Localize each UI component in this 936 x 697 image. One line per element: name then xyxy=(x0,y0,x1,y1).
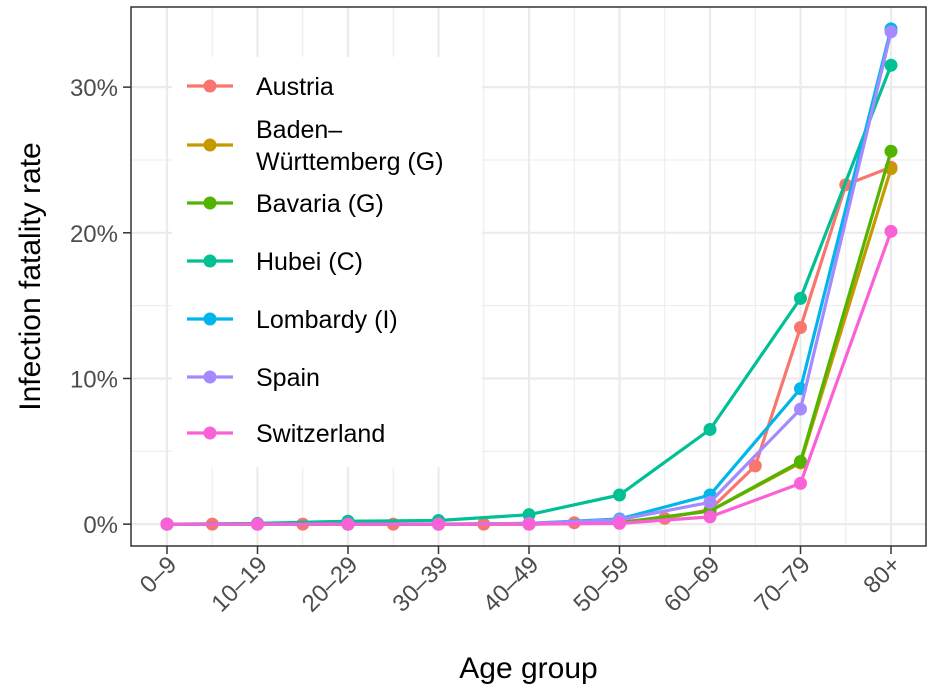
data-point xyxy=(703,495,717,509)
x-axis-title: Age group xyxy=(459,652,597,685)
legend-item: Spain xyxy=(187,364,320,392)
data-point xyxy=(884,58,898,72)
legend-label: Switzerland xyxy=(256,420,385,448)
data-point xyxy=(794,476,807,490)
data-point xyxy=(613,488,626,502)
data-point xyxy=(251,517,264,531)
legend-label: Hubei (C) xyxy=(256,248,363,276)
legend-key-point xyxy=(203,196,217,210)
legend-key-point xyxy=(203,254,217,268)
series-layer xyxy=(160,22,898,531)
legend-item: Switzerland xyxy=(187,420,385,448)
legend-key-point xyxy=(203,370,217,384)
data-point xyxy=(522,517,536,531)
data-point xyxy=(703,422,717,436)
legend-label: Bavaria (G) xyxy=(256,190,384,218)
data-point xyxy=(613,516,626,530)
data-point xyxy=(884,144,898,158)
legend-label: Spain xyxy=(256,364,320,392)
data-point xyxy=(794,291,807,305)
y-axis: 0% 10% 20% 30% xyxy=(70,75,131,539)
legend-key-point xyxy=(203,312,217,326)
data-point xyxy=(794,320,807,334)
y-axis-title: Infection fatality rate xyxy=(14,142,47,410)
y-tick-label: 20% xyxy=(70,221,118,248)
data-point xyxy=(432,517,445,531)
data-point xyxy=(884,224,898,238)
legend-item: Lombardy (I) xyxy=(187,306,398,334)
data-point xyxy=(703,510,717,524)
series-switzerland xyxy=(160,224,898,531)
legend-key-point xyxy=(203,138,217,152)
legend-label: Lombardy (I) xyxy=(256,306,398,334)
data-point xyxy=(748,459,762,473)
y-tick-label: 10% xyxy=(70,366,118,393)
legend-label: Austria xyxy=(256,73,334,101)
data-point xyxy=(794,402,807,416)
data-point xyxy=(794,455,807,469)
legend-item: Baden– Württemberg (G) xyxy=(187,116,444,176)
legend-label: Baden– Württemberg (G) xyxy=(256,116,444,176)
legend-key-point xyxy=(203,79,217,93)
y-tick-label: 30% xyxy=(70,75,118,102)
data-point xyxy=(341,517,355,531)
legend-item: Bavaria (G) xyxy=(187,190,384,218)
data-point xyxy=(884,25,898,39)
legend: Austria Baden– Württemberg (G) Bavaria (G) H… xyxy=(172,57,482,467)
legend-key-point xyxy=(203,426,217,440)
legend-item: Austria xyxy=(187,73,334,101)
y-tick-label: 0% xyxy=(83,512,118,539)
data-point xyxy=(160,517,174,531)
legend-item: Hubei (C) xyxy=(187,248,363,276)
